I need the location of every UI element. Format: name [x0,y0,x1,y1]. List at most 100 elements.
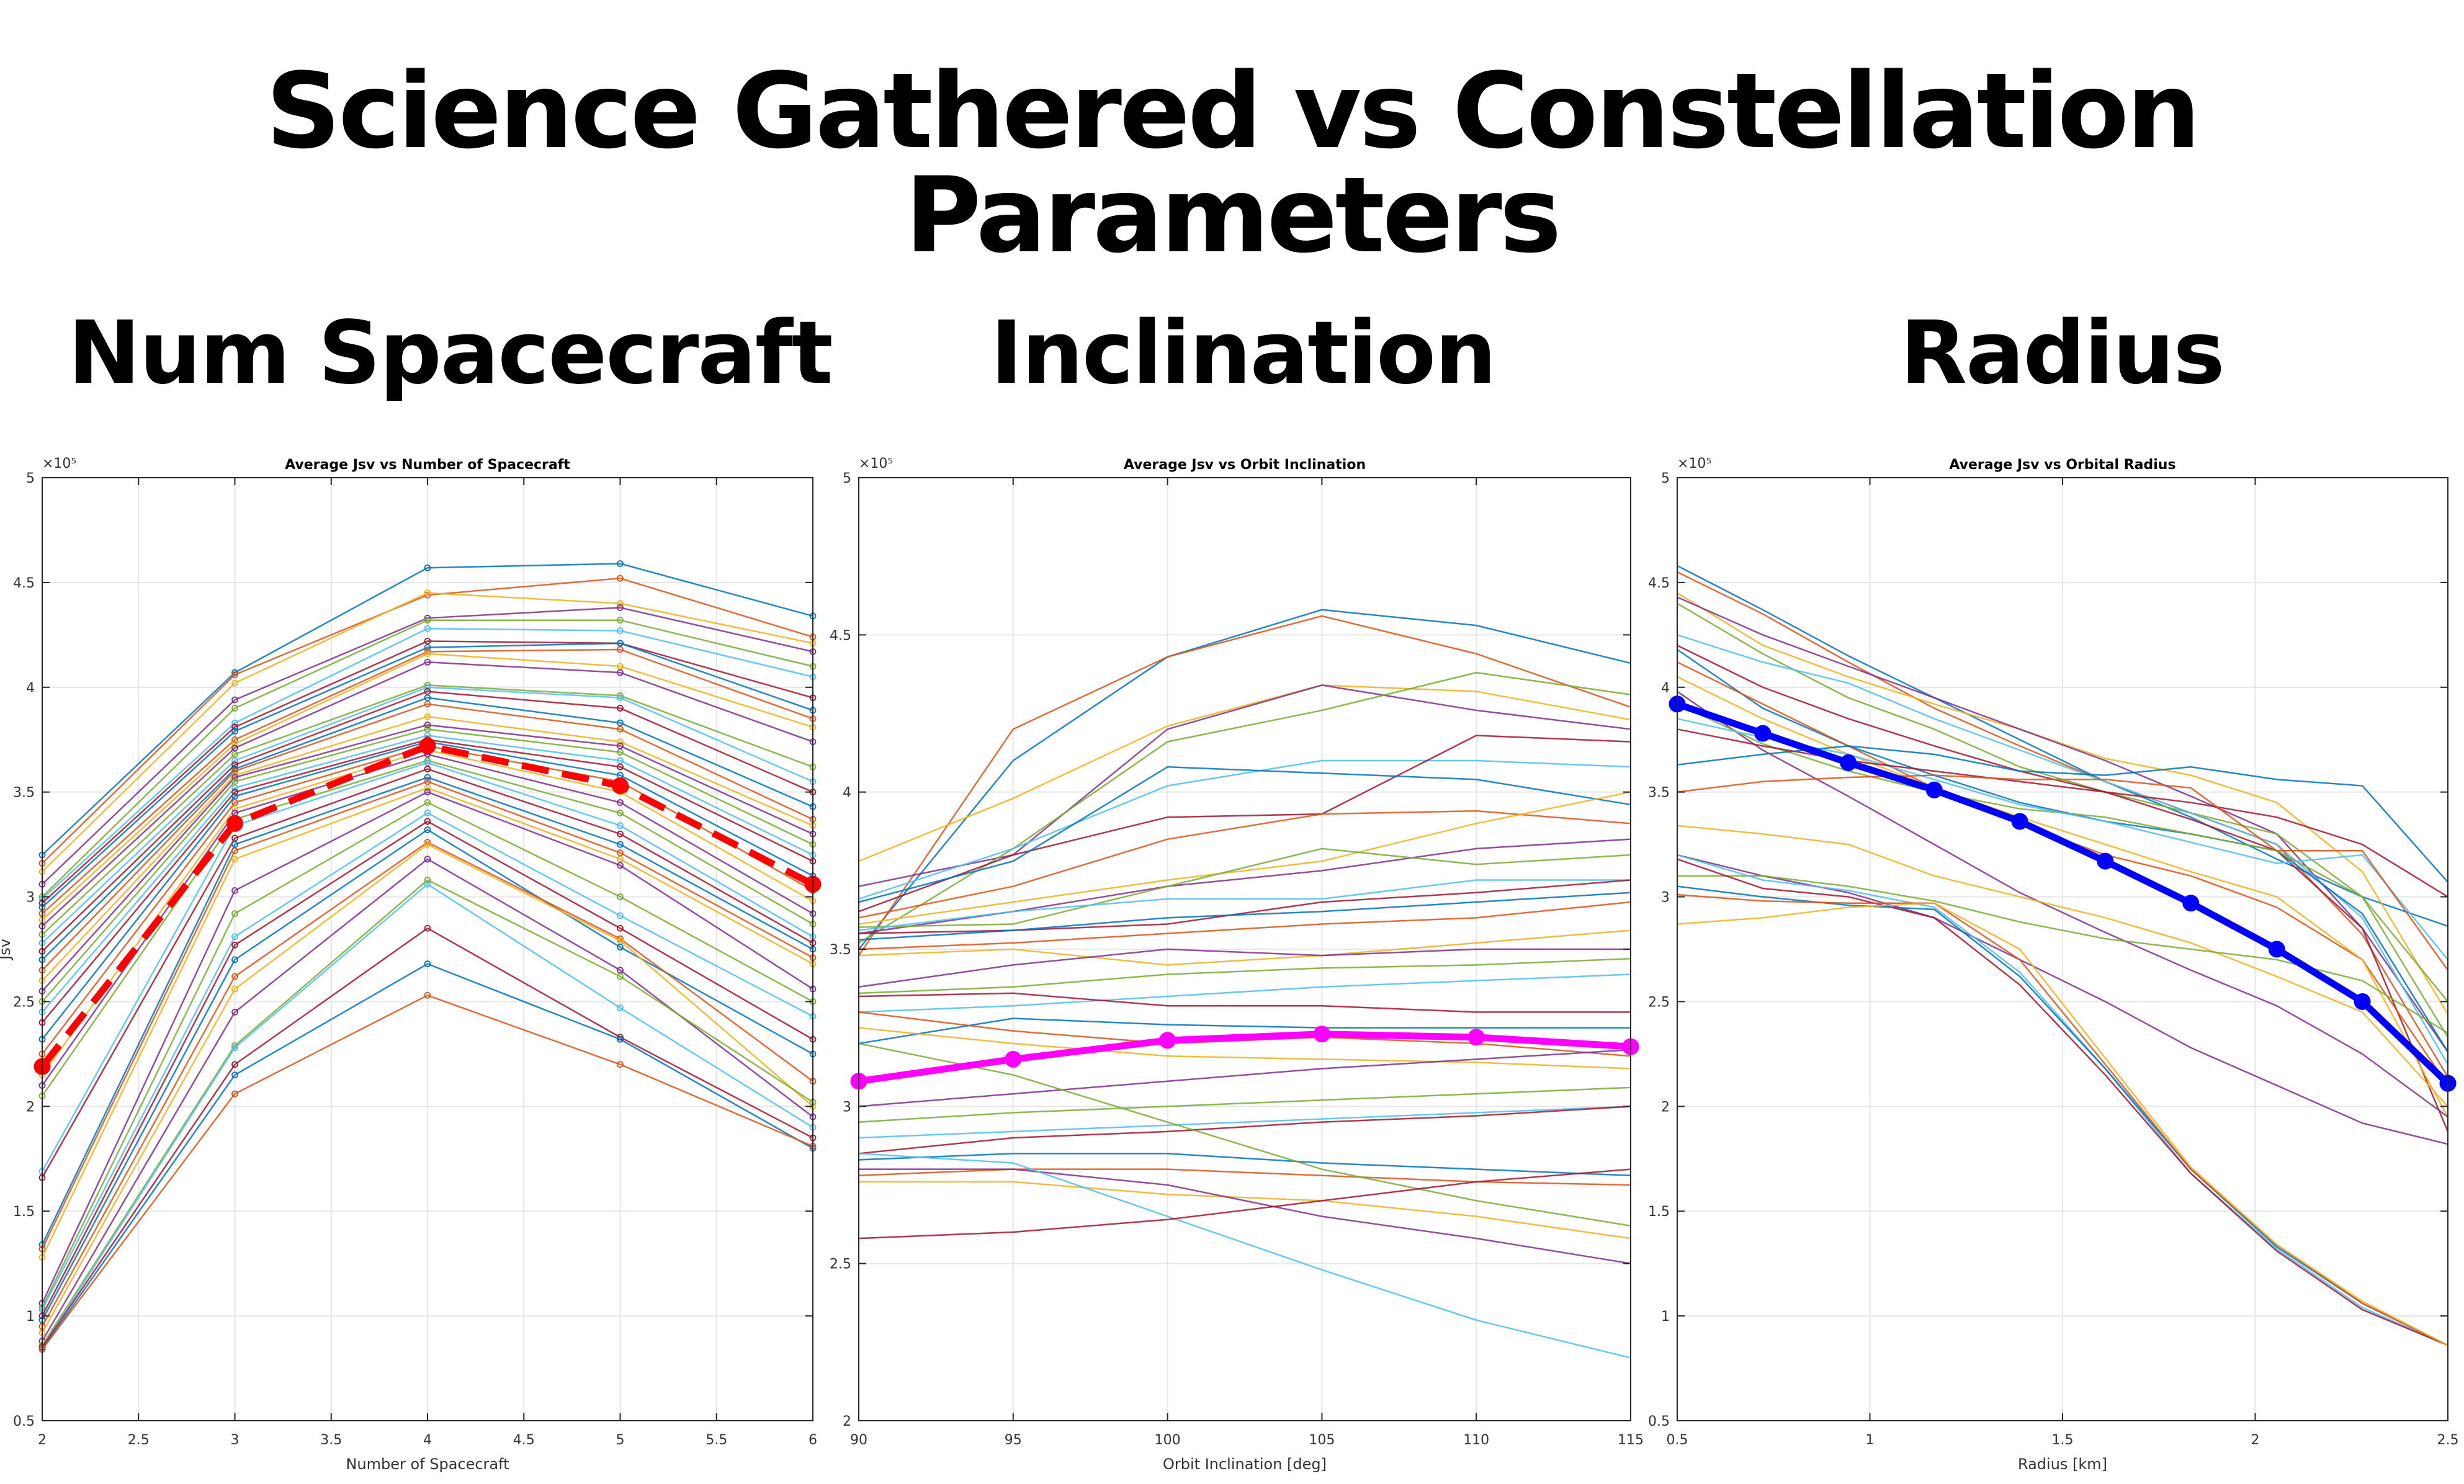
series-point [617,663,624,670]
series-point [617,604,624,611]
x-tick-label: 105 [1309,1433,1335,1448]
series-line-15 [858,892,1631,941]
series-point [231,751,238,758]
series-line-32 [41,791,813,1304]
series-point [231,728,238,735]
y-tick-label: 2.5 [13,995,35,1010]
series-line-33 [41,802,813,1308]
series-line-34 [41,811,813,1310]
panel-heading-radius: Radius [1900,303,2224,404]
series-point [231,847,238,854]
series-line-7 [42,640,813,904]
y-tick-label: 4 [26,681,35,696]
series-point [424,688,431,695]
series-point [424,924,431,932]
series-point [424,564,431,571]
x-tick-label: 5 [616,1433,625,1448]
series-point [231,887,238,894]
series-line-8 [858,766,1631,903]
series-line-24 [858,1027,1631,1070]
y-exponent-label: ×10⁵ [42,456,76,472]
series-point [424,784,431,792]
series-point [231,789,238,796]
series-line-29 [858,1153,1631,1177]
series-line-19 [1677,875,2448,1034]
series-line-22 [858,1017,1631,1045]
series-point [617,725,624,733]
series-point [231,774,238,781]
x-tick-label: 110 [1463,1433,1489,1448]
chart-3: 0.5 1 1.5 2 2.5 0.5 1 1.5 2 2.5 3 3.5 4 4.5 5 ×10⁵ Avera… [1648,456,2459,1473]
series-line-38 [41,843,813,1333]
series-line-12 [858,847,1631,928]
x-axis-label: Orbit Inclination [deg] [1163,1455,1327,1473]
series-point [424,700,431,708]
panel-heading-inclination: Inclination [990,303,1497,404]
series-point [617,893,624,900]
series-point [617,924,624,932]
chart-title: Average Jsv vs Orbit Inclination [1124,457,1366,473]
series-line-3 [1677,592,2449,1015]
series-line-10 [858,791,1631,925]
series-point [424,658,431,666]
series-line-15 [42,697,813,960]
series-point [617,944,624,951]
average-point [1925,781,1943,798]
average-point [419,737,436,754]
series-point [231,941,238,949]
panel-heading-num-spacecraft: Num Spacecraft [68,303,833,404]
series-point [617,1035,624,1043]
average-point [1840,754,1857,771]
series-point [231,910,238,917]
series-line-8 [42,642,813,908]
series-line-17 [858,929,1631,966]
series-line-20 [42,735,813,1013]
series-point [231,1061,238,1068]
series-point [231,1090,238,1097]
average-point [2097,852,2114,870]
series-point [424,589,431,597]
series-line-21 [1677,858,2448,1346]
series-line-27 [41,762,813,1172]
series-line-6 [1677,634,2449,1065]
x-tick-label: 2 [2251,1433,2260,1448]
y-tick-label: 4.5 [1648,576,1670,591]
series-line-28 [858,1106,1631,1155]
average-point [1754,725,1772,742]
series-point [617,574,624,582]
series-line-7 [858,735,1631,913]
series-line-3 [42,592,813,872]
y-tick-label: 1.5 [1648,1204,1670,1220]
series-line-14 [858,879,1631,934]
series-point [617,627,624,634]
series-point [231,761,238,769]
series-point [231,744,238,752]
series-line-33 [858,1042,1631,1227]
series-point [231,799,238,806]
series-point [617,738,624,745]
series-point [231,696,238,704]
y-tick-label: 3 [843,1099,851,1115]
series-line-12 [42,684,813,936]
x-tick-label: 3 [231,1433,240,1448]
series-line-19 [42,728,813,1003]
average-line [858,1030,1631,1085]
series-point [617,600,624,607]
series-line-11 [1677,691,2448,1118]
series-line-44 [42,994,813,1350]
series-point [424,722,431,728]
series-line-18 [1677,854,2448,1145]
series-point [617,742,624,749]
series-line-14 [42,691,813,952]
series-point [231,1008,238,1016]
chart-title: Average Jsv vs Number of Spacecraft [285,457,570,473]
series-point [231,778,238,785]
series-point [617,830,624,838]
series-line-32 [859,1168,1631,1264]
x-axis-label: Number of Spacecraft [346,1455,509,1473]
y-tick-label: 3.5 [1648,785,1670,801]
series-line-31 [41,787,813,1258]
series-line-10 [42,653,813,921]
series-line-17 [42,715,813,981]
x-tick-label: 4.5 [513,1433,535,1448]
